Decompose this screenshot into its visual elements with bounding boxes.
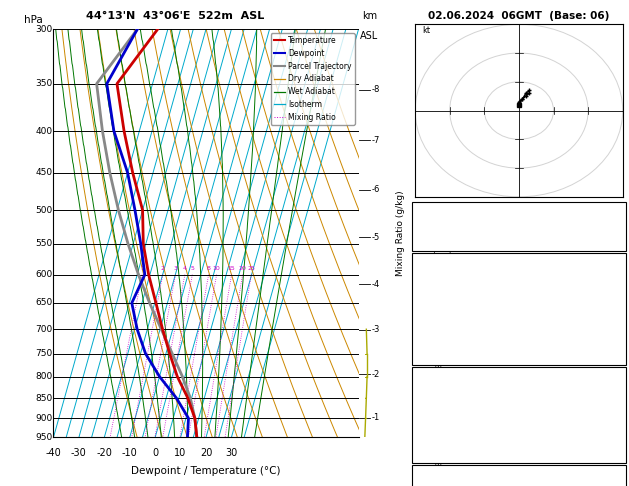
- Text: 47: 47: [611, 230, 622, 239]
- Text: Pressure (mb): Pressure (mb): [416, 395, 476, 404]
- Text: 15: 15: [228, 266, 235, 271]
- Text: 1: 1: [616, 442, 622, 451]
- Text: Most Unstable: Most Unstable: [488, 372, 550, 381]
- Text: θₑ(K): θₑ(K): [416, 312, 437, 321]
- Text: 2.24: 2.24: [603, 245, 622, 254]
- Text: 950: 950: [35, 433, 52, 442]
- Text: -8: -8: [371, 85, 379, 94]
- Text: 3: 3: [174, 266, 177, 271]
- Text: 4: 4: [183, 266, 187, 271]
- Text: 44°13'N  43°06'E  522m  ASL: 44°13'N 43°06'E 522m ASL: [86, 11, 265, 21]
- Text: -20: -20: [96, 448, 112, 458]
- Text: -40: -40: [45, 448, 62, 458]
- Text: -6: -6: [371, 185, 379, 194]
- Text: K: K: [416, 214, 421, 223]
- Text: -2: -2: [371, 370, 379, 379]
- Text: CAPE (J): CAPE (J): [416, 344, 450, 352]
- Text: 0: 0: [616, 344, 622, 352]
- Text: 700: 700: [35, 325, 52, 334]
- Text: Temp (°C): Temp (°C): [416, 281, 459, 290]
- Text: 1: 1: [616, 426, 622, 435]
- Text: 27: 27: [611, 214, 622, 223]
- Text: 62: 62: [611, 457, 622, 466]
- Text: ASL: ASL: [360, 31, 379, 41]
- Text: CAPE (J): CAPE (J): [416, 442, 450, 451]
- Text: 350: 350: [35, 79, 52, 88]
- Text: 20: 20: [200, 448, 212, 458]
- Text: 900: 900: [606, 395, 622, 404]
- Text: 300: 300: [35, 25, 52, 34]
- Text: -3: -3: [371, 325, 379, 334]
- Text: -1: -1: [371, 413, 379, 422]
- Text: 650: 650: [35, 298, 52, 308]
- Text: hPa: hPa: [25, 15, 43, 25]
- Text: 25: 25: [247, 266, 255, 271]
- Text: CIN (J): CIN (J): [416, 359, 443, 368]
- Text: -7: -7: [371, 136, 379, 145]
- Text: -30: -30: [71, 448, 87, 458]
- Text: Hodograph: Hodograph: [495, 470, 543, 479]
- Text: 400: 400: [35, 126, 52, 136]
- Text: 500: 500: [35, 206, 52, 215]
- Text: kt: kt: [422, 26, 430, 35]
- Text: 0: 0: [616, 359, 622, 368]
- Text: Dewp (°C): Dewp (°C): [416, 297, 460, 306]
- Text: 600: 600: [35, 270, 52, 279]
- Text: 450: 450: [35, 168, 52, 177]
- Text: 850: 850: [35, 394, 52, 402]
- Text: 1: 1: [140, 266, 144, 271]
- Text: 800: 800: [35, 372, 52, 381]
- Text: 320: 320: [606, 312, 622, 321]
- Text: 10: 10: [213, 266, 220, 271]
- Text: Totals Totals: Totals Totals: [416, 230, 467, 239]
- Text: km: km: [362, 11, 377, 21]
- Text: -10: -10: [122, 448, 138, 458]
- Text: -4: -4: [371, 280, 379, 289]
- Text: Lifted Index: Lifted Index: [416, 328, 467, 337]
- Text: θₑ (K): θₑ (K): [416, 411, 440, 419]
- Text: Surface: Surface: [503, 258, 535, 267]
- Text: Dewpoint / Temperature (°C): Dewpoint / Temperature (°C): [131, 466, 281, 476]
- Text: 750: 750: [35, 349, 52, 358]
- Text: © weatheronline.co.uk: © weatheronline.co.uk: [470, 473, 567, 482]
- Text: CIN (J): CIN (J): [416, 457, 443, 466]
- Text: 02.06.2024  06GMT  (Base: 06): 02.06.2024 06GMT (Base: 06): [428, 11, 610, 21]
- Text: 322: 322: [606, 411, 622, 419]
- Text: 2: 2: [616, 328, 622, 337]
- Text: 0: 0: [152, 448, 159, 458]
- Text: 20: 20: [238, 266, 247, 271]
- Text: 5: 5: [191, 266, 194, 271]
- Text: 10: 10: [174, 448, 187, 458]
- Text: 550: 550: [35, 239, 52, 248]
- Text: 900: 900: [35, 414, 52, 423]
- Text: -5: -5: [371, 233, 379, 242]
- Text: Mixing Ratio (g/kg): Mixing Ratio (g/kg): [396, 191, 406, 276]
- Legend: Temperature, Dewpoint, Parcel Trajectory, Dry Adiabat, Wet Adiabat, Isotherm, Mi: Temperature, Dewpoint, Parcel Trajectory…: [270, 33, 355, 125]
- Text: 12.7: 12.7: [603, 297, 622, 306]
- Text: 30: 30: [225, 448, 238, 458]
- Text: 2: 2: [161, 266, 165, 271]
- Text: 8: 8: [207, 266, 211, 271]
- Text: 16.4: 16.4: [603, 281, 622, 290]
- Text: Lifted Index: Lifted Index: [416, 426, 467, 435]
- Text: PW (cm): PW (cm): [416, 245, 452, 254]
